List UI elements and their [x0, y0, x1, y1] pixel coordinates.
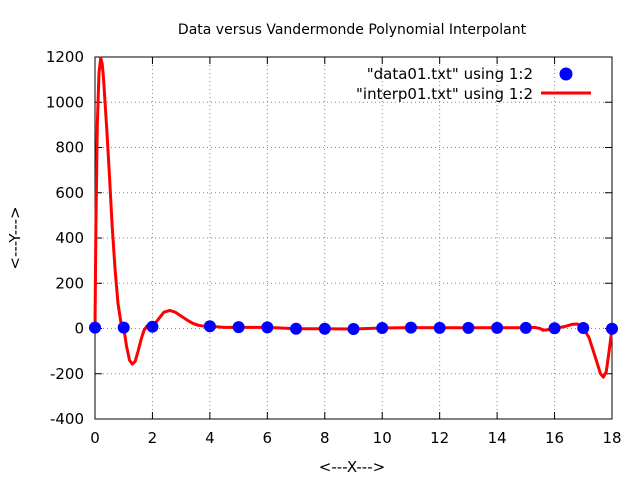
- grid: [95, 57, 612, 419]
- legend-label-data: "data01.txt" using 1:2: [367, 65, 533, 83]
- interp-series: [93, 56, 614, 379]
- data-point: [606, 322, 618, 335]
- y-tick-label: 800: [55, 139, 84, 157]
- y-tick-label: 400: [55, 229, 84, 247]
- y-tick-label: 1200: [46, 48, 84, 66]
- data-point: [462, 321, 475, 334]
- chart-title: Data versus Vandermonde Polynomial Inter…: [178, 22, 527, 38]
- y-tick-labels: -400 -200 0 200 400 600 800 1000 1200: [46, 48, 84, 428]
- y-tick-label: 200: [55, 274, 84, 292]
- data-point: [347, 322, 360, 335]
- data-point: [89, 321, 101, 334]
- x-tick-labels: 0 2 4 6 8 10 12 14 16 18: [90, 429, 621, 447]
- x-tick-label: 10: [373, 429, 392, 447]
- y-tick-label: -200: [50, 365, 84, 383]
- data-point: [203, 320, 216, 333]
- data-point: [491, 321, 504, 334]
- data-point: [404, 321, 417, 334]
- y-tick-label: -400: [50, 410, 84, 428]
- data-point: [433, 321, 446, 334]
- x-tick-label: 18: [602, 429, 621, 447]
- data-point: [548, 322, 561, 335]
- data-point: [261, 321, 274, 334]
- data-series: [89, 320, 618, 335]
- y-tick-label: 0: [74, 320, 84, 338]
- y-axis-label: <---Y--->: [6, 206, 24, 269]
- x-tick-label: 12: [430, 429, 449, 447]
- y-tick-label: 1000: [46, 93, 84, 111]
- legend-label-interp: "interp01.txt" using 1:2: [356, 85, 533, 103]
- x-tick-label: 8: [320, 429, 330, 447]
- data-point: [117, 321, 130, 334]
- data-point: [232, 321, 245, 334]
- x-tick-label: 16: [545, 429, 564, 447]
- data-point: [519, 321, 532, 334]
- data-point: [318, 322, 331, 335]
- legend-marker-data: [559, 67, 573, 81]
- data-point: [577, 322, 590, 335]
- data-point: [146, 320, 159, 333]
- y-tick-label: 600: [55, 184, 84, 202]
- axis-ticks: [94, 56, 613, 420]
- x-tick-label: 0: [90, 429, 100, 447]
- x-axis-label: <---X--->: [319, 458, 385, 476]
- x-tick-label: 2: [148, 429, 158, 447]
- x-tick-label: 6: [263, 429, 273, 447]
- plot-frame: [94, 56, 613, 420]
- data-point: [376, 322, 389, 335]
- interp-line: [93, 56, 614, 379]
- legend: "data01.txt" using 1:2 "interp01.txt" us…: [356, 65, 591, 103]
- x-tick-label: 4: [205, 429, 215, 447]
- data-point: [290, 322, 303, 335]
- x-tick-label: 14: [488, 429, 507, 447]
